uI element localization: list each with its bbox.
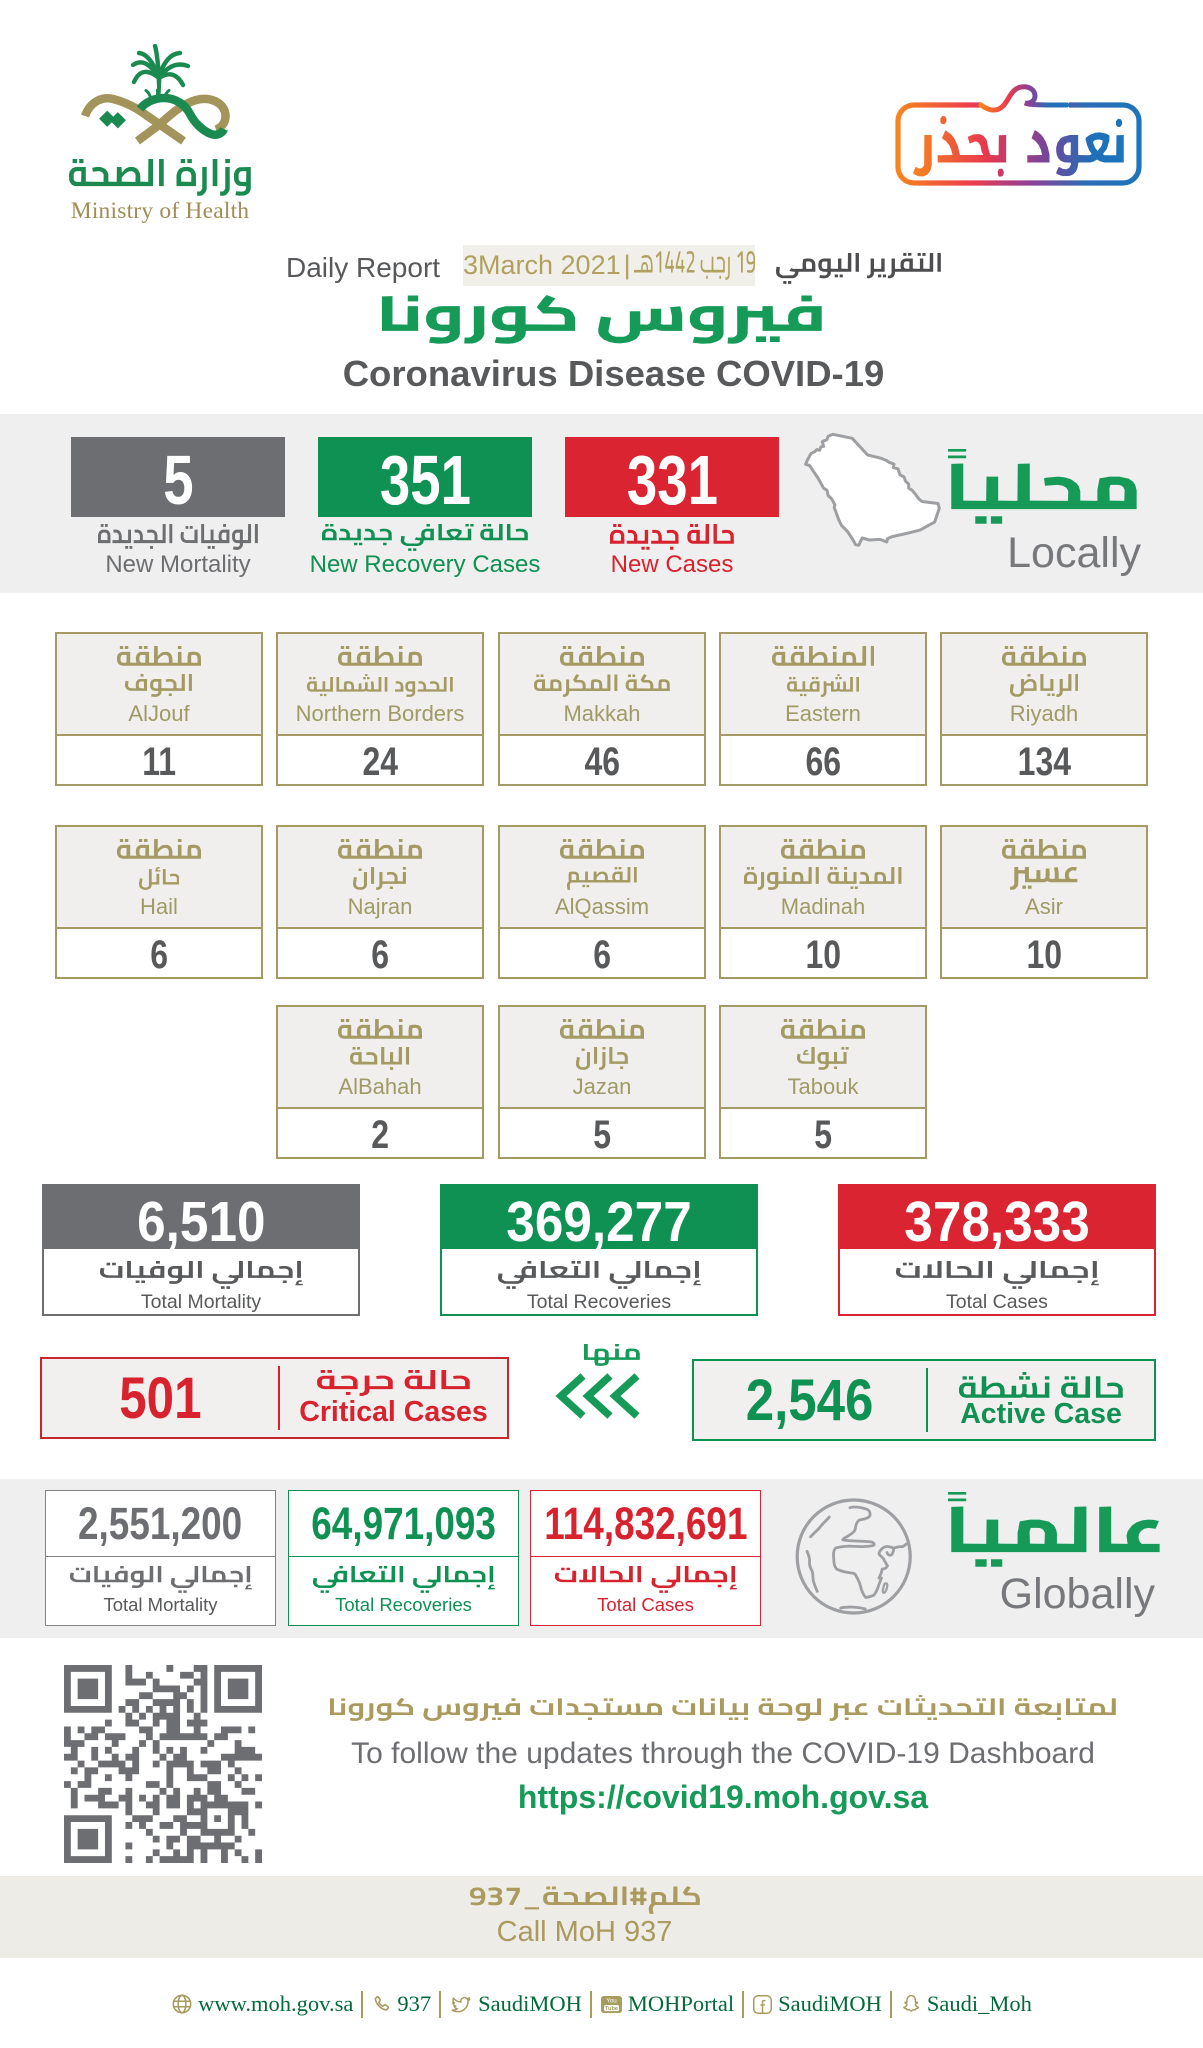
svg-text:You: You [606,1997,617,2004]
svg-text:Tube: Tube [605,2006,618,2012]
